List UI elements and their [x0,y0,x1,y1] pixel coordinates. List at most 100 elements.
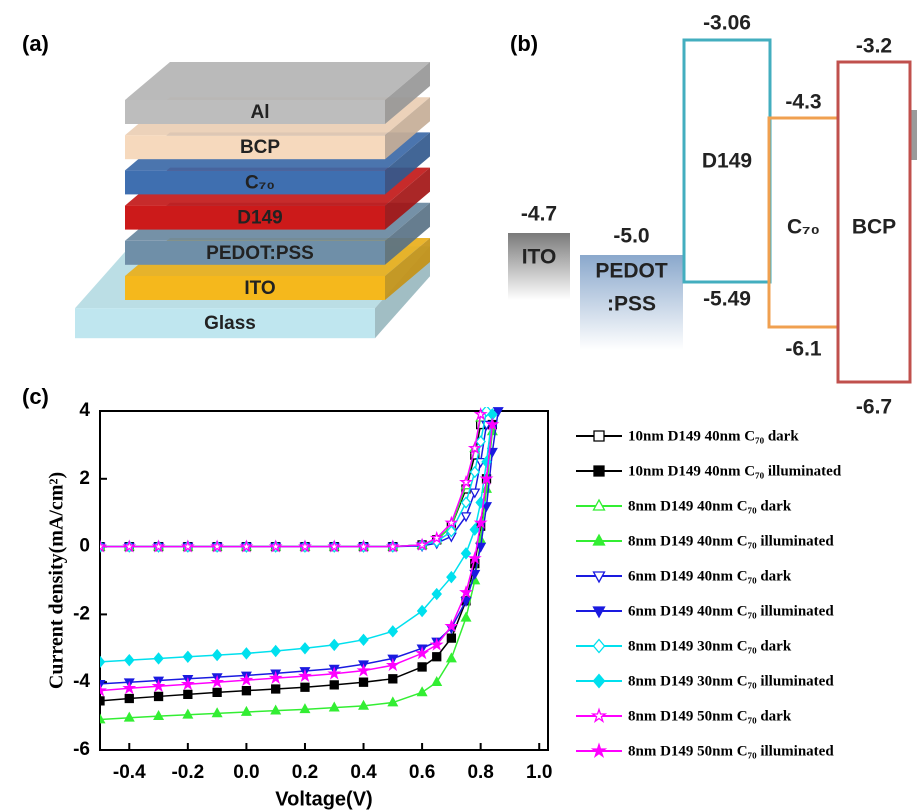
data-point [183,679,193,688]
plot-area [95,406,503,723]
data-point [96,697,104,705]
layer-label: C₇₀ [245,172,275,193]
material-label: ITO [522,246,557,269]
legend-label: 8nm D149 50nm C₇₀ dark [628,708,792,724]
data-point [125,655,134,665]
layer-label: PEDOT:PSS [206,243,314,264]
legend-label: 10nm D149 40nm C₇₀ dark [628,428,799,444]
data-point [330,640,339,650]
legend-marker [594,640,605,653]
data-point [184,690,192,698]
legend-label: 8nm D149 30nm C₇₀ illuminated [628,673,834,689]
data-point [359,635,368,645]
legend-label: 10nm D149 40nm C₇₀ illuminated [628,463,842,479]
data-point [213,688,221,696]
data-point [470,489,479,497]
level-value: -4.7 [521,203,557,226]
y-tick-label: 0 [79,536,90,557]
data-point [154,681,164,690]
data-point [359,665,369,674]
level-value: -3.2 [856,35,892,58]
data-point [418,663,426,671]
x-tick-label: -0.2 [171,762,204,783]
data-point [330,681,338,689]
legend-marker [594,466,604,476]
material-label: PEDOT [595,260,668,283]
y-tick-label: -2 [73,603,90,624]
data-point [329,669,339,678]
material-label: BCP [852,216,896,239]
panel-label: (b) [510,31,538,56]
data-point [95,685,105,694]
level-value: -5.49 [703,288,751,311]
layer-label: ITO [244,278,275,299]
x-axis-label: Voltage(V) [275,788,372,810]
data-point [155,692,163,700]
y-tick-label: 4 [79,400,90,421]
data-point [418,688,427,696]
data-point [212,677,222,686]
x-tick-label: 0.0 [233,762,259,783]
series-line [100,425,487,547]
level-value: -6.1 [785,338,822,361]
series-line [100,411,487,547]
x-tick-label: 0.4 [350,762,377,783]
figure: (a) (b) (c) GlassITOPEDOT:PSSD149C₇₀BCPA… [0,0,917,811]
data-point [388,660,398,669]
data-point [242,648,251,658]
legend-label: 8nm D149 40nm C₇₀ dark [628,498,792,514]
data-point [241,675,251,684]
series-line [100,425,492,691]
data-point [301,643,310,653]
series-line [100,425,481,547]
x-tick-label: 0.2 [292,762,318,783]
level-value: -5.0 [613,225,649,248]
data-point [125,694,133,702]
material-label: C₇₀ [787,216,820,239]
series-line [100,414,481,546]
legend-label: 6nm D149 40nm C₇₀ dark [628,568,792,584]
data-point [96,657,105,667]
legend-marker [593,710,605,722]
legend-label: 8nm D149 40nm C₇₀ illuminated [628,533,834,549]
legend-label: 8nm D149 30nm C₇₀ dark [628,638,792,654]
data-point [462,613,471,621]
data-point [242,687,250,695]
data-point [447,654,456,662]
x-tick-label: -0.4 [113,762,146,783]
material-label: :PSS [607,293,656,316]
data-point [154,653,163,663]
level-value: -3.06 [703,12,751,35]
y-tick-label: -4 [73,671,90,692]
legend-label: 8nm D149 50nm C₇₀ illuminated [628,743,834,759]
y-tick-label: 2 [79,468,90,489]
data-point [271,646,280,656]
x-tick-label: 0.8 [467,762,493,783]
layer-label: Al [251,102,270,123]
data-point [301,683,309,691]
legend-label: 6nm D149 40nm C₇₀ illuminated [628,603,834,619]
level-value: -6.7 [856,396,892,419]
data-point [213,650,222,660]
data-point [360,678,368,686]
data-point [272,685,280,693]
layer-label: BCP [240,137,280,158]
legend-marker [594,431,604,441]
legend-marker [593,745,605,757]
layer-label: D149 [237,208,282,229]
legend-marker [594,675,605,688]
y-axis-label: Current density(mA/cm²) [46,472,68,689]
y-tick-label: -6 [73,739,90,760]
x-tick-label: 0.6 [409,762,435,783]
panel-label: (a) [22,31,49,56]
series-line [100,418,481,547]
material-label: D149 [702,150,752,173]
data-point [388,626,397,636]
panel-label: (c) [22,384,49,409]
level-value: -4.3 [785,91,821,114]
data-point [389,675,397,683]
layer-label: Glass [204,313,256,334]
data-point [124,683,134,692]
device-stack: Glass ITO PEDOT:PSS D149 C₇₀ BCP Al [75,62,430,338]
